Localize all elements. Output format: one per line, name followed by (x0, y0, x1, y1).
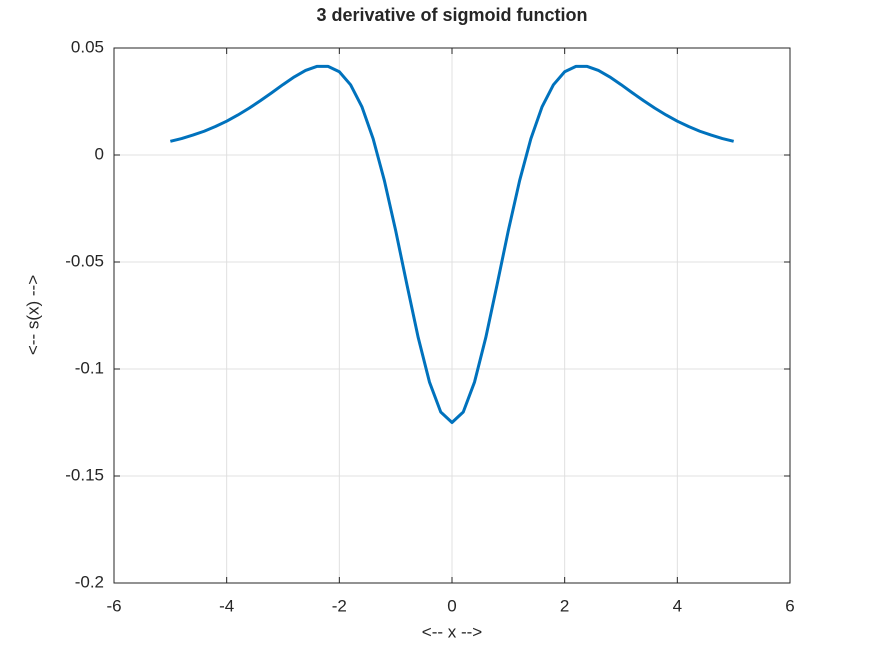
x-tick-label: 2 (560, 596, 569, 615)
line-series (169, 64, 735, 424)
y-tick-label: -0.15 (65, 465, 104, 484)
y-tick-label: 0 (95, 144, 104, 163)
y-tick-label: 0.05 (71, 37, 104, 56)
plot-frame (113, 47, 791, 584)
y-axis-label: <-- s(x) --> (23, 275, 42, 355)
x-tick-label: -2 (332, 596, 347, 615)
y-tick-label: -0.1 (75, 358, 104, 377)
x-tick-label: 6 (785, 596, 794, 615)
x-tick-label: -4 (219, 596, 234, 615)
x-tick-label: 4 (673, 596, 682, 615)
y-tick-label: -0.2 (75, 572, 104, 591)
y-tick-label: -0.05 (65, 251, 104, 270)
x-tick-label: 0 (447, 596, 456, 615)
x-tick-label: -6 (106, 596, 121, 615)
chart-title: 3 derivative of sigmoid function (316, 5, 587, 25)
x-axis-label: <-- x --> (422, 622, 483, 641)
